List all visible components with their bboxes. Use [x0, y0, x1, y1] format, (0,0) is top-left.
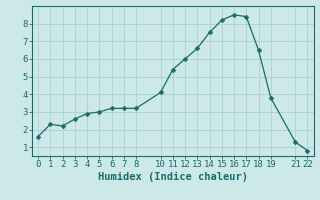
X-axis label: Humidex (Indice chaleur): Humidex (Indice chaleur)	[98, 172, 248, 182]
